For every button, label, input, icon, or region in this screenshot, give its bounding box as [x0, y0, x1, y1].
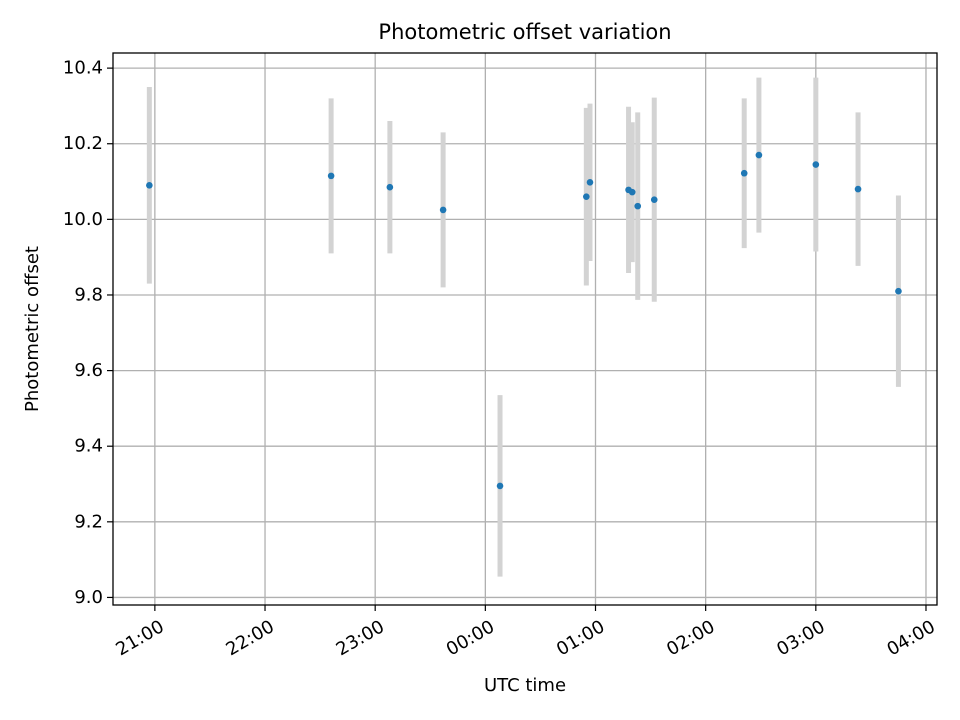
data-points: [146, 151, 902, 490]
y-tick-label: 10.4: [63, 58, 103, 79]
data-point: [586, 179, 594, 186]
error-bars: [146, 77, 901, 577]
data-point: [650, 196, 658, 203]
x-tick-label: 23:00: [333, 616, 388, 660]
data-point: [146, 182, 153, 189]
x-tick-label: 04:00: [883, 616, 938, 660]
data-point: [496, 482, 504, 490]
x-tick-label: 02:00: [663, 616, 718, 660]
data-point: [812, 161, 820, 168]
y-axis-ticks: 9.0 9.2 9.4 9.6 9.8 10.0 10.2 10.4: [63, 58, 113, 608]
x-axis-ticks: 21:00 22:00 23:00 00:00 01:00 02:00 03:00 04:00: [112, 605, 939, 660]
y-tick-label: 10.0: [63, 209, 103, 230]
data-point: [439, 206, 447, 214]
y-tick-label: 9.2: [74, 511, 103, 532]
x-tick-label: 22:00: [222, 616, 277, 660]
y-tick-label: 9.0: [74, 587, 103, 608]
y-tick-label: 9.8: [74, 284, 103, 305]
x-tick-label: 21:00: [112, 616, 167, 660]
data-point: [854, 185, 862, 193]
data-point: [583, 193, 590, 200]
x-axis-label: UTC time: [484, 675, 566, 696]
data-point: [628, 188, 636, 196]
x-tick-label: 01:00: [553, 616, 608, 660]
y-tick-label: 9.6: [74, 360, 103, 381]
data-point: [386, 183, 394, 191]
y-axis-label: Photometric offset: [22, 246, 43, 412]
data-point: [634, 202, 642, 210]
data-point: [327, 172, 335, 180]
data-point: [895, 287, 902, 295]
y-tick-label: 9.4: [74, 436, 103, 457]
plot-frame: [112, 52, 938, 606]
grid: [113, 53, 937, 605]
x-tick-label: 00:00: [443, 616, 498, 660]
y-tick-label: 10.2: [63, 133, 103, 154]
data-point: [755, 151, 763, 159]
x-tick-label: 03:00: [773, 616, 828, 660]
chart-title: Photometric offset variation: [378, 20, 671, 44]
data-point: [740, 169, 748, 177]
